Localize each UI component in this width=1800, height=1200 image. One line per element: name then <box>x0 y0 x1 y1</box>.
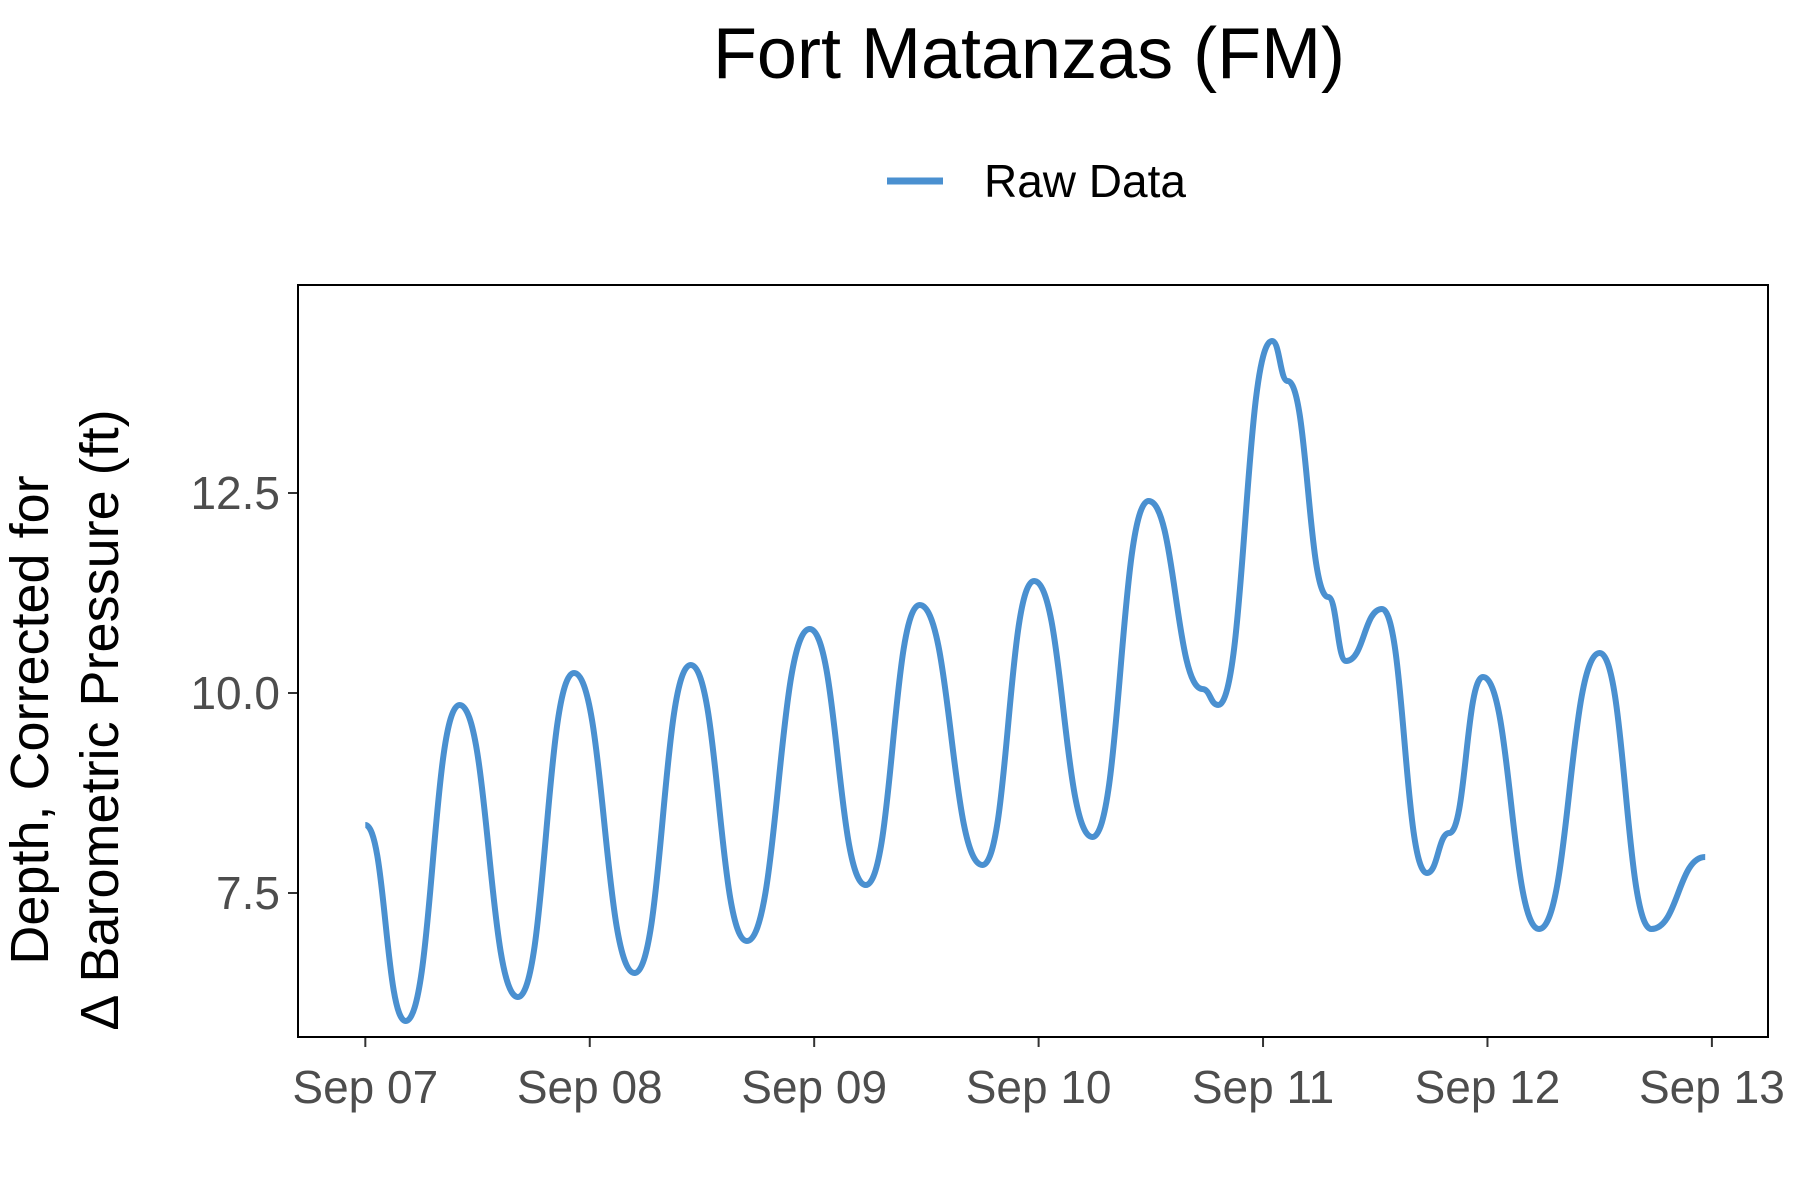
y-axis-title: Depth, Corrected for Δ Barometric Pressu… <box>0 409 130 1030</box>
y-axis-title-line2: Δ Barometric Pressure (ft) <box>70 409 130 1030</box>
x-tick-label: Sep 08 <box>517 1061 663 1113</box>
x-tick-label: Sep 09 <box>741 1061 887 1113</box>
legend-label-raw-data: Raw Data <box>984 155 1186 207</box>
x-axis: Sep 07 Sep 08 Sep 09 Sep 10 Sep 11 Sep 12 Sep … <box>292 1037 1785 1113</box>
series-line-raw-data <box>363 338 1706 1024</box>
y-axis: 7.5 10.0 12.5 <box>190 467 298 919</box>
x-tick-label: Sep 13 <box>1639 1061 1785 1113</box>
x-tick-label: Sep 10 <box>966 1061 1112 1113</box>
y-tick-label: 12.5 <box>190 467 280 519</box>
y-tick-label: 10.0 <box>190 667 280 719</box>
y-tick-label: 7.5 <box>216 867 280 919</box>
chart-title: Fort Matanzas (FM) <box>713 14 1345 94</box>
x-tick-label: Sep 07 <box>292 1061 438 1113</box>
x-tick-label: Sep 11 <box>1192 1061 1334 1113</box>
legend: Raw Data <box>887 155 1186 207</box>
plot-area <box>363 338 1706 1024</box>
y-axis-title-line1: Depth, Corrected for <box>0 475 60 964</box>
x-tick-label: Sep 12 <box>1415 1061 1561 1113</box>
panel-border <box>297 284 1769 1038</box>
